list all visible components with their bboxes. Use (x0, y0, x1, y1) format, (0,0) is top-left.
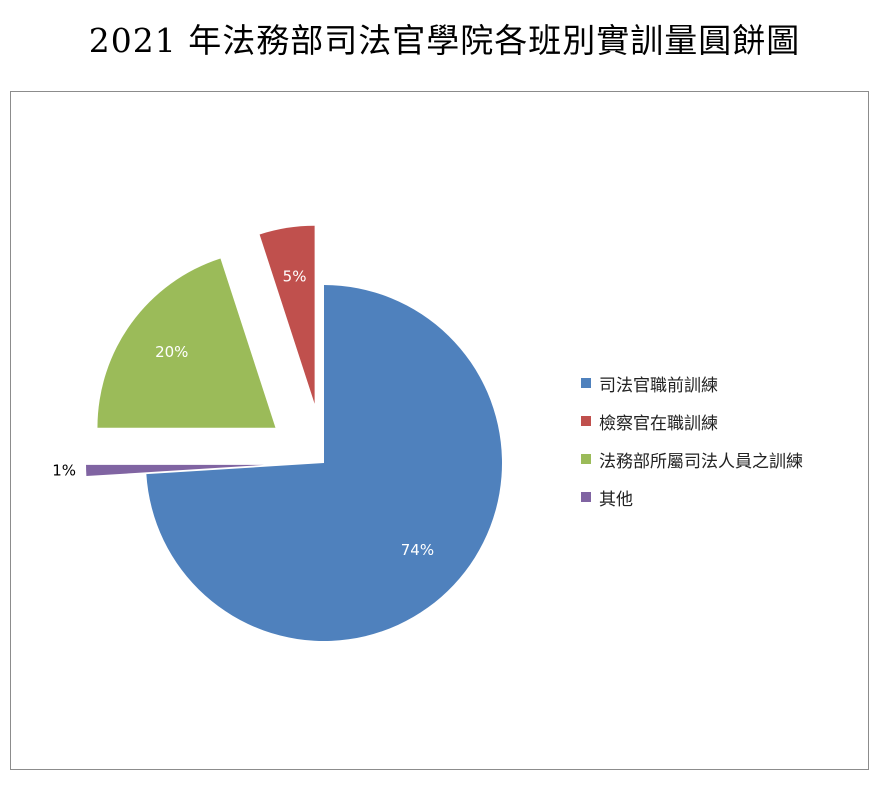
legend-label: 其他 (599, 489, 633, 510)
pie-slice (146, 285, 502, 642)
legend-swatch (581, 416, 591, 426)
legend-item: 法務部所屬司法人員之訓練 (581, 440, 803, 478)
pie-slice (259, 225, 315, 404)
pie-chart: 74% 1% 20% 5% (52, 225, 502, 642)
slice-data-label: 20% (155, 343, 188, 361)
legend-swatch (581, 378, 591, 388)
slice-data-label: 1% (52, 462, 76, 480)
slice-data-label: 74% (401, 541, 434, 559)
chart-legend: 司法官職前訓練 檢察官在職訓練 法務部所屬司法人員之訓練 其他 (581, 364, 803, 516)
legend-label: 司法官職前訓練 (599, 375, 718, 396)
pie-slice (97, 258, 276, 428)
legend-item: 司法官職前訓練 (581, 364, 803, 402)
legend-item: 其他 (581, 478, 803, 516)
legend-label: 檢察官在職訓練 (599, 413, 718, 434)
page-title: 2021 年法務部司法官學院各班別實訓量圓餅圖 (88, 21, 801, 60)
pie-slice (86, 464, 265, 477)
legend-swatch (581, 454, 591, 464)
legend-item: 檢察官在職訓練 (581, 402, 803, 440)
legend-swatch (581, 492, 591, 502)
chart-area: 74% 1% 20% 5% 司法官職前訓練 檢察官在職訓練 法務部所屬司法人員之訓練 … (10, 91, 869, 770)
legend-label: 法務部所屬司法人員之訓練 (599, 451, 803, 472)
slice-data-label: 5% (283, 268, 307, 286)
